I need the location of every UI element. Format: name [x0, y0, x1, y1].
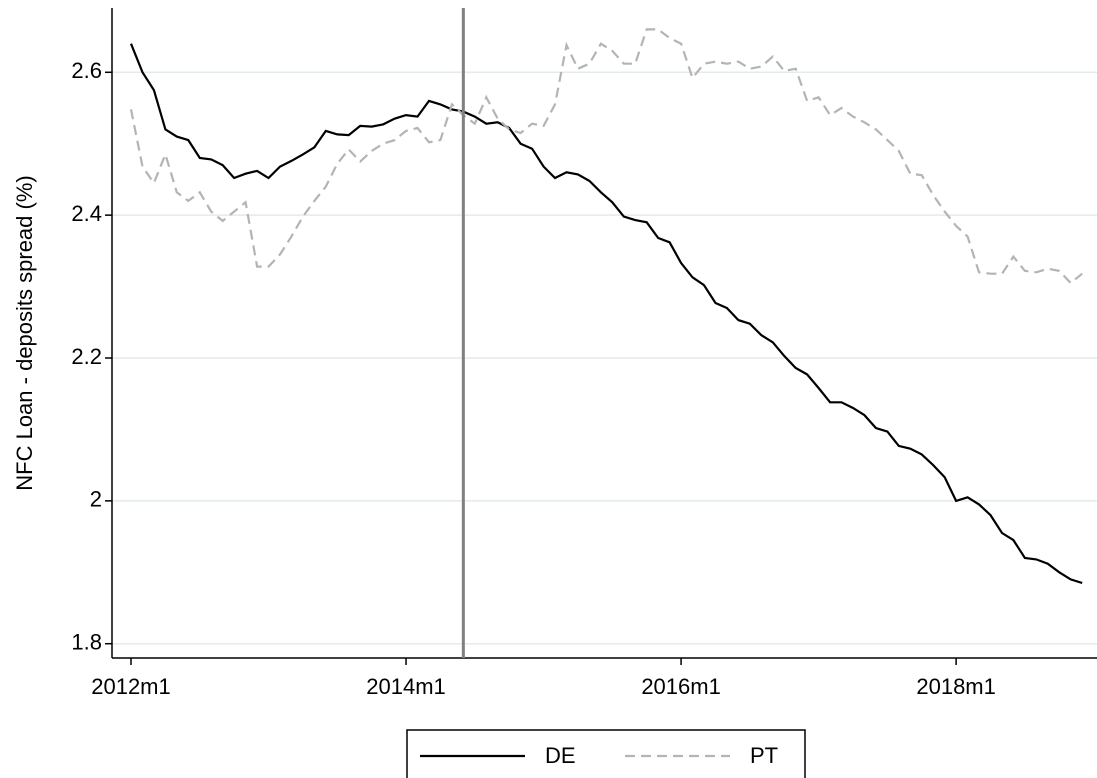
x-tick-label: 2014m1 [366, 674, 446, 699]
x-tick-label: 2016m1 [641, 674, 721, 699]
series-line [129, 28, 1083, 285]
y-tick-label: 2 [90, 487, 102, 512]
x-tick-label: 2018m1 [916, 674, 996, 699]
y-tick-label: 1.8 [71, 630, 102, 655]
y-axis-label: NFC Loan - deposits spread (%) [12, 175, 37, 490]
legend-label: PT [750, 743, 778, 768]
y-tick-label: 2.6 [71, 58, 102, 83]
y-tick-label: 2.2 [71, 344, 102, 369]
y-tick-label: 2.4 [71, 201, 102, 226]
series-line [129, 43, 1083, 585]
legend-label: DE [545, 743, 576, 768]
legend-box [406, 729, 806, 778]
x-tick-label: 2012m1 [91, 674, 171, 699]
